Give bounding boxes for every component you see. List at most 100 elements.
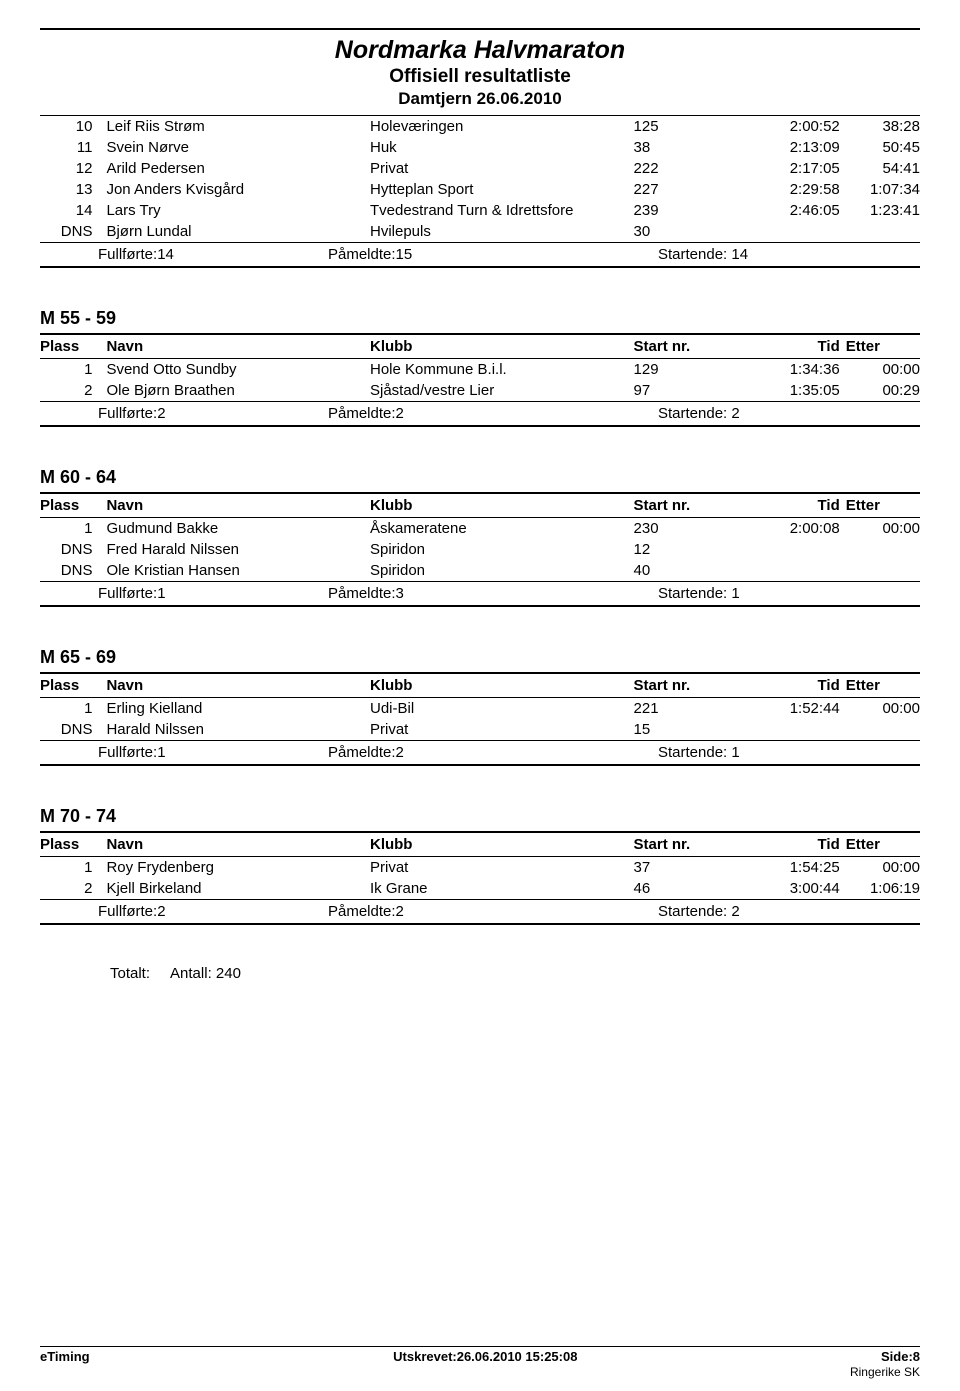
cell-start: 222	[634, 158, 749, 179]
startende-value: 2	[731, 903, 739, 920]
column-header-table: PlassNavnKlubbStart nr.TidEtter	[40, 674, 920, 697]
fullforte-label: Fullførte:	[98, 744, 157, 761]
cell-tid: 1:54:25	[748, 857, 840, 878]
document-header: Nordmarka Halvmaraton Offisiell resultat…	[40, 36, 920, 109]
page-footer: eTiming Utskrevet:26.06.2010 15:25:08 Si…	[40, 1346, 920, 1379]
cell-navn: Lars Try	[106, 200, 370, 221]
table-row: DNSBjørn LundalHvilepuls30	[40, 221, 920, 242]
col-plass: Plass	[40, 674, 106, 697]
total-row: Totalt: Antall: 240	[110, 965, 920, 982]
cell-klubb: Privat	[370, 719, 634, 740]
cell-etter: 00:00	[840, 518, 920, 539]
cell-navn: Ole Kristian Hansen	[106, 560, 370, 581]
cell-tid: 2:17:05	[748, 158, 840, 179]
divider-thick	[40, 266, 920, 268]
cell-plass: 10	[40, 116, 106, 137]
age-section: M 60 - 64PlassNavnKlubbStart nr.TidEtter…	[40, 467, 920, 607]
cell-etter: 00:29	[840, 380, 920, 401]
cell-etter: 50:45	[840, 137, 920, 158]
pameldte-label: Påmeldte:	[328, 744, 396, 761]
summary-row: Fullførte:14 Påmeldte:15 Startende: 14	[40, 243, 920, 266]
section-continuation: 10Leif Riis StrømHoleværingen1252:00:523…	[40, 115, 920, 268]
cell-plass: 12	[40, 158, 106, 179]
cell-etter: 00:00	[840, 857, 920, 878]
age-section: M 70 - 74 PlassNavnKlubbStart nr.TidEtter…	[40, 806, 920, 925]
table-row: 14Lars TryTvedestrand Turn & Idrettsfore…	[40, 200, 920, 221]
fullforte-value: 1	[157, 744, 165, 761]
section-title: M 70 - 74	[40, 806, 920, 827]
fullforte-value: 2	[157, 405, 165, 422]
page-container: Nordmarka Halvmaraton Offisiell resultat…	[0, 0, 960, 1391]
cell-etter: 1:07:34	[840, 179, 920, 200]
table-row: 1Svend Otto SundbyHole Kommune B.i.l.129…	[40, 359, 920, 380]
cell-start: 30	[634, 221, 749, 242]
col-start: Start nr.	[634, 335, 749, 358]
cell-navn: Harald Nilssen	[106, 719, 370, 740]
startende-label: Startende:	[658, 585, 727, 602]
fullforte-label: Fullførte:	[98, 405, 157, 422]
cell-start: 227	[634, 179, 749, 200]
table-row: 1Erling KiellandUdi-Bil2211:52:4400:00	[40, 698, 920, 719]
cell-start: 15	[634, 719, 749, 740]
pameldte-value: 3	[396, 585, 404, 602]
summary-table: Fullførte:2Påmeldte:2Startende: 2	[40, 402, 920, 425]
column-header-row: PlassNavnKlubbStart nr.TidEtter	[40, 833, 920, 856]
cell-klubb: Hytteplan Sport	[370, 179, 634, 200]
cell-plass: 14	[40, 200, 106, 221]
cell-start: 129	[634, 359, 749, 380]
col-tid: Tid	[748, 674, 840, 697]
cell-start: 221	[634, 698, 749, 719]
table-row: 13Jon Anders KvisgårdHytteplan Sport2272…	[40, 179, 920, 200]
event-title: Nordmarka Halvmaraton	[40, 36, 920, 65]
cell-start: 38	[634, 137, 749, 158]
summary-row: Fullførte:1Påmeldte:2Startende: 1	[40, 741, 920, 764]
cell-tid: 3:00:44	[748, 878, 840, 899]
results-table: 1Gudmund BakkeÅskameratene2302:00:0800:0…	[40, 518, 920, 581]
cell-navn: Jon Anders Kvisgård	[106, 179, 370, 200]
col-plass: Plass	[40, 833, 106, 856]
table-row: 1Roy FrydenbergPrivat371:54:2500:00	[40, 857, 920, 878]
table-row: 11Svein NørveHuk382:13:0950:45	[40, 137, 920, 158]
column-header-table: PlassNavnKlubbStart nr.TidEtter	[40, 335, 920, 358]
footer-sub: Ringerike SK	[40, 1365, 920, 1379]
fullforte-value: 1	[157, 585, 165, 602]
col-tid: Tid	[748, 494, 840, 517]
col-klubb: Klubb	[370, 674, 634, 697]
pameldte-label: Påmeldte:	[328, 903, 396, 920]
col-navn: Navn	[106, 674, 370, 697]
results-table: 1Roy FrydenbergPrivat371:54:2500:002Kjel…	[40, 857, 920, 899]
cell-navn: Leif Riis Strøm	[106, 116, 370, 137]
divider-thick	[40, 605, 920, 607]
cell-tid: 2:13:09	[748, 137, 840, 158]
age-section: M 65 - 69PlassNavnKlubbStart nr.TidEtter…	[40, 647, 920, 766]
col-etter: Etter	[840, 335, 920, 358]
cell-start: 12	[634, 539, 749, 560]
age-section: M 55 - 59PlassNavnKlubbStart nr.TidEtter…	[40, 308, 920, 427]
cell-plass: DNS	[40, 719, 106, 740]
col-plass: Plass	[40, 494, 106, 517]
startende-value: 1	[731, 585, 739, 602]
pameldte-label: Påmeldte:	[328, 585, 396, 602]
footer-center: Utskrevet:26.06.2010 15:25:08	[393, 1349, 577, 1364]
summary-table: Fullførte:1Påmeldte:2Startende: 1	[40, 741, 920, 764]
cell-plass: 1	[40, 359, 106, 380]
col-etter: Etter	[840, 494, 920, 517]
startende-label: Startende:	[658, 903, 727, 920]
top-rule	[40, 28, 920, 30]
cell-tid	[748, 560, 840, 581]
cell-klubb: Tvedestrand Turn & Idrettsfore	[370, 200, 634, 221]
startende-label: Startende:	[658, 246, 727, 263]
event-date: Damtjern 26.06.2010	[40, 89, 920, 109]
cell-start: 97	[634, 380, 749, 401]
cell-etter: 00:00	[840, 698, 920, 719]
cell-tid	[748, 221, 840, 242]
cell-etter	[840, 719, 920, 740]
fullforte-label: Fullførte:	[98, 585, 157, 602]
summary-table: Fullførte:1Påmeldte:3Startende: 1	[40, 582, 920, 605]
cell-tid: 1:34:36	[748, 359, 840, 380]
col-navn: Navn	[106, 335, 370, 358]
startende-value: 1	[731, 744, 739, 761]
results-table: 1Svend Otto SundbyHole Kommune B.i.l.129…	[40, 359, 920, 401]
col-navn: Navn	[106, 833, 370, 856]
cell-navn: Erling Kielland	[106, 698, 370, 719]
